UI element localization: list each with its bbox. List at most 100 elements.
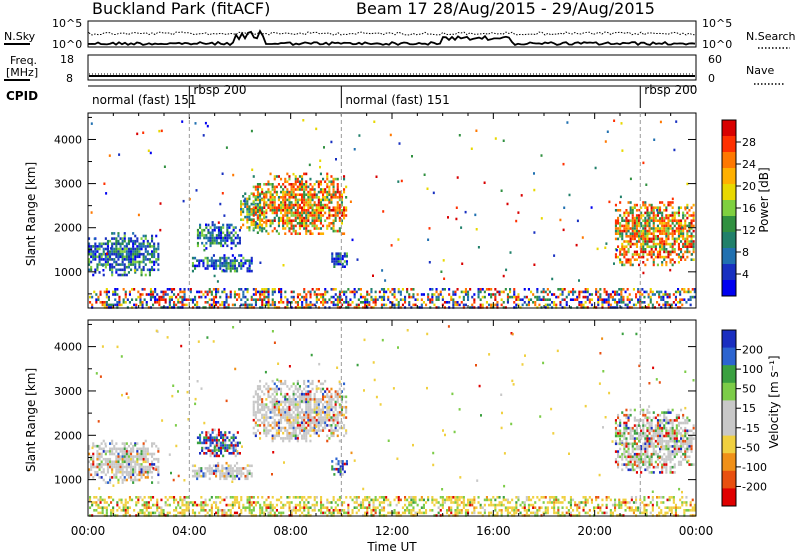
echo-cell: [669, 261, 672, 264]
echo-cell: [338, 403, 341, 406]
echo-cell: [319, 408, 322, 412]
ground-scatter-cell: [267, 301, 270, 304]
echo-cell: [125, 265, 128, 269]
echo-cell: [132, 252, 135, 256]
echo-cell: [625, 437, 628, 440]
ground-scatter-cell: [677, 290, 680, 294]
ground-scatter-cell: [569, 290, 572, 294]
echo-cell: [313, 183, 316, 186]
echo-cell: [288, 229, 291, 233]
ground-scatter-cell: [116, 503, 119, 507]
echo-cell: [324, 203, 327, 207]
echo-cell: [301, 211, 304, 215]
ground-scatter-cell: [433, 303, 436, 307]
echo-cell: [631, 235, 634, 238]
echo-cell: [654, 429, 657, 433]
echo-cell: [324, 416, 327, 419]
echo-cell: [130, 442, 133, 445]
ground-scatter-cell: [485, 301, 488, 304]
echo-cell: [234, 449, 237, 452]
echo-cell: [311, 206, 314, 209]
echo-cell: [644, 229, 647, 233]
echo-cell: [157, 457, 160, 461]
echo-cell: [292, 411, 295, 414]
echo-cell: [119, 268, 122, 272]
echo-cell: [646, 445, 649, 448]
echo-cell: [226, 449, 229, 452]
echo-cell: [646, 465, 649, 469]
echo-cell: [207, 223, 210, 227]
echo-cell: [92, 273, 95, 277]
echo-cell: [98, 258, 101, 261]
ground-scatter-cell: [578, 303, 581, 307]
echo-cell: [96, 444, 99, 448]
echo-cell: [205, 441, 208, 445]
echo-cell: [142, 242, 145, 246]
echo-cell: [202, 259, 205, 262]
echo-cell: [332, 180, 335, 183]
echo-cell: [225, 474, 228, 478]
echo-cell: [671, 214, 674, 217]
echo-cell: [261, 408, 264, 412]
echo-cell: [144, 258, 147, 261]
ground-scatter-cell: [454, 303, 457, 307]
echo-cell: [252, 418, 255, 422]
ground-scatter-cell: [452, 303, 455, 307]
echo-cell: [332, 434, 335, 438]
echo-cell: [322, 416, 325, 419]
echo-cell: [252, 201, 255, 204]
ground-scatter-cell: [618, 301, 621, 304]
echo-cell: [336, 421, 339, 425]
echo-cell: [259, 201, 262, 204]
echo-cell: [330, 418, 333, 422]
ground-scatter-cell: [112, 290, 115, 294]
echo-cell: [648, 429, 651, 433]
ground-scatter-cell: [101, 509, 104, 512]
echo-cell: [331, 260, 334, 263]
echo-cell: [271, 408, 274, 412]
echo-cell: [340, 390, 343, 393]
echo-cell: [629, 432, 632, 435]
echo-cell: [104, 237, 107, 240]
echo-cell: [340, 211, 343, 215]
ground-scatter-cell: [103, 506, 106, 509]
ground-scatter-cell: [168, 298, 171, 301]
ground-scatter-cell: [553, 301, 556, 304]
echo-cell: [334, 190, 337, 194]
echo-cell: [319, 203, 322, 207]
sparse-echo-cell: [581, 236, 584, 239]
echo-cell: [263, 183, 266, 186]
echo-cell: [619, 224, 622, 228]
echo-cell: [94, 250, 97, 253]
echo-cell: [98, 247, 101, 251]
echo-cell: [684, 240, 687, 243]
echo-cell: [640, 211, 643, 215]
echo-cell: [265, 201, 268, 204]
ground-scatter-cell: [546, 303, 549, 307]
echo-cell: [238, 262, 241, 265]
echo-cell: [292, 390, 295, 393]
echo-cell: [652, 216, 655, 220]
echo-cell: [326, 198, 329, 202]
echo-cell: [675, 253, 678, 256]
ground-scatter-cell: [320, 293, 323, 296]
ground-scatter-cell: [97, 511, 100, 515]
ground-scatter-cell: [553, 293, 556, 296]
ground-scatter-cell: [170, 298, 173, 301]
echo-cell: [294, 219, 297, 222]
echo-cell: [640, 232, 643, 235]
ground-scatter-cell: [139, 303, 142, 307]
echo-cell: [261, 211, 264, 215]
echo-cell: [317, 421, 320, 425]
echo-cell: [682, 224, 685, 228]
echo-cell: [224, 439, 227, 442]
echo-cell: [627, 248, 630, 251]
echo-cell: [242, 256, 245, 260]
echo-cell: [303, 398, 306, 401]
ground-scatter-cell: [607, 303, 610, 307]
ground-scatter-cell: [586, 290, 589, 294]
echo-cell: [142, 255, 145, 259]
echo-cell: [652, 471, 655, 474]
echo-cell: [303, 431, 306, 435]
echo-cell: [313, 196, 316, 199]
